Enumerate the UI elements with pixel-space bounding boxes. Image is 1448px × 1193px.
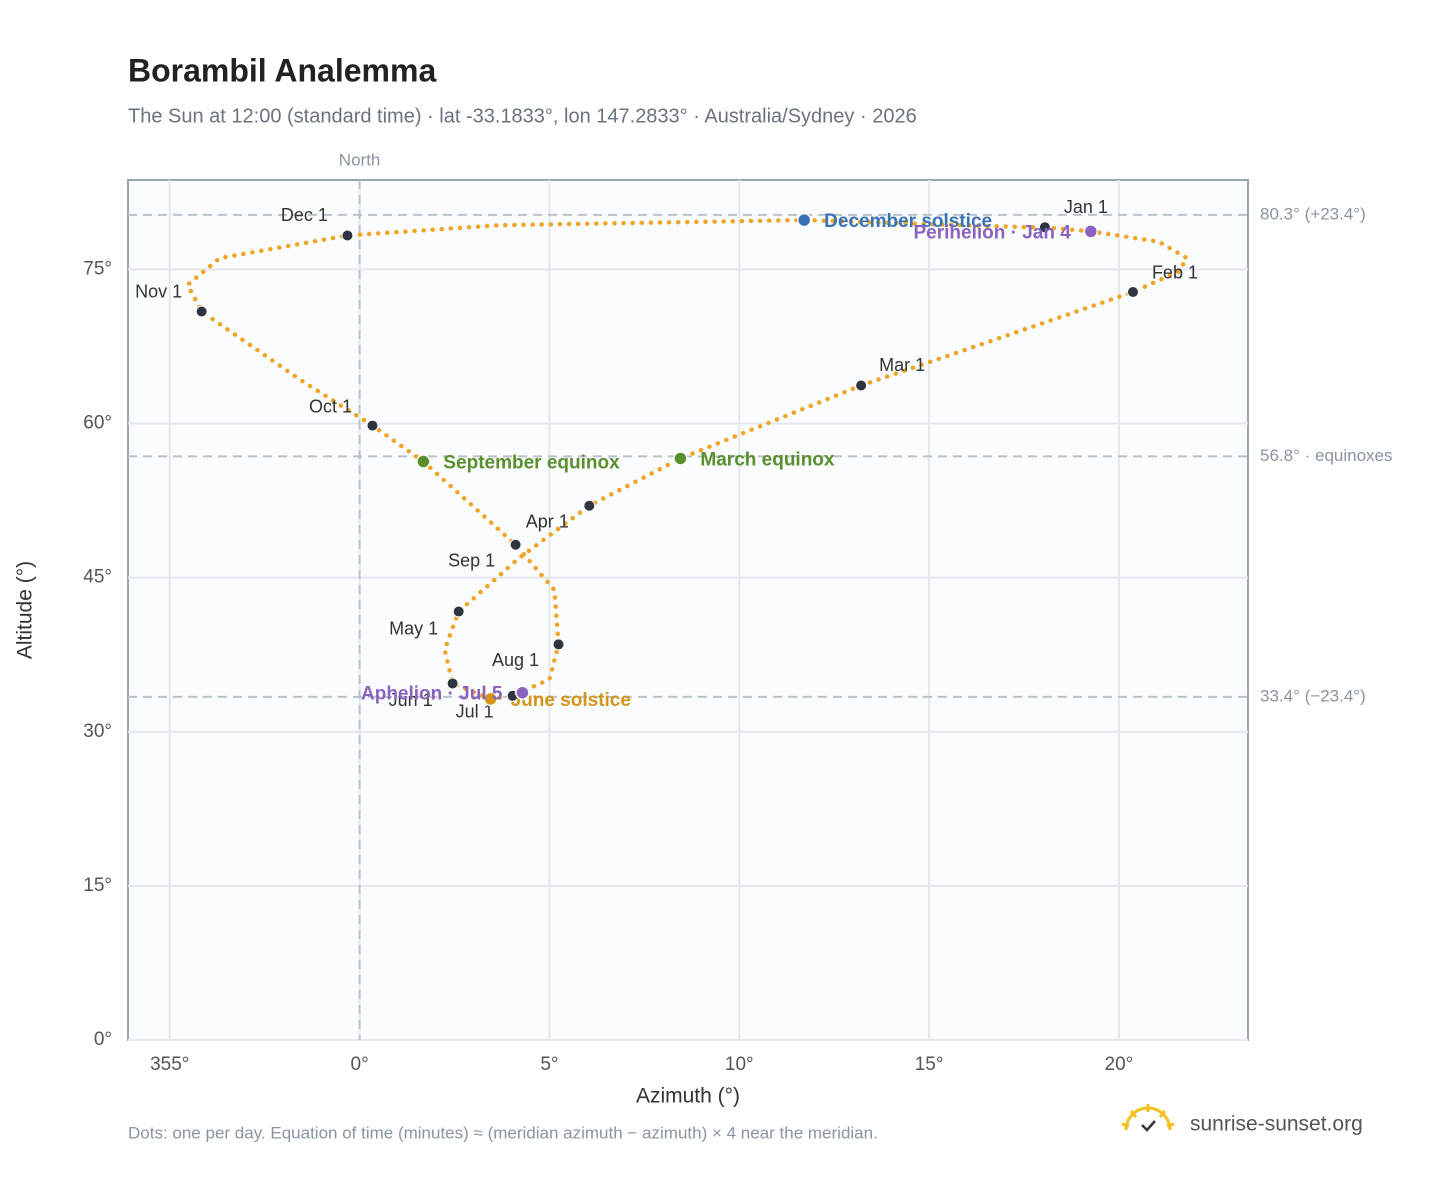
event-marker (416, 454, 431, 469)
month-marker (1038, 221, 1051, 234)
event-label: June solstice (511, 690, 631, 711)
footnote: Dots: one per day. Equation of time (min… (128, 1123, 878, 1142)
meridian-label: North (339, 150, 381, 169)
event-label: December solstice (824, 211, 992, 232)
month-label: Mar 1 (879, 355, 925, 375)
y-axis-label: Altitude (°) (14, 561, 37, 659)
brand: sunrise-sunset.org (1190, 1113, 1363, 1136)
y-tick-label: 45° (83, 567, 112, 588)
month-marker (446, 677, 459, 690)
month-label: Nov 1 (135, 281, 182, 301)
chart-subtitle: The Sun at 12:00 (standard time) · lat -… (128, 105, 917, 127)
month-marker (552, 638, 565, 651)
event-marker (483, 691, 498, 707)
event-label: September equinox (443, 453, 620, 474)
x-tick-label: 5° (540, 1054, 558, 1075)
event-label: Perihelion · Jan 4 (913, 222, 1071, 243)
month-marker (366, 419, 379, 432)
y-tick-label: 15° (83, 875, 112, 896)
month-marker (1126, 285, 1139, 298)
y-tick-label: 75° (83, 258, 112, 279)
x-tick-label: 10° (725, 1054, 754, 1075)
event-marker (515, 685, 530, 700)
x-tick-label: 355° (150, 1054, 189, 1075)
reference-label: 33.4° (−23.4°) (1260, 686, 1366, 705)
event-label: Aphelion · Jul 5 (361, 684, 503, 705)
x-axis-label: Azimuth (°) (636, 1085, 740, 1108)
month-label: Jul 1 (456, 702, 494, 722)
x-tick-label: 20° (1105, 1054, 1134, 1075)
month-label: Sep 1 (448, 551, 495, 571)
month-marker (341, 229, 354, 242)
month-marker (583, 499, 596, 512)
month-label: Jun 1 (389, 690, 433, 710)
month-marker (855, 379, 868, 392)
event-marker (796, 212, 812, 228)
month-label: Jan 1 (1064, 197, 1108, 217)
x-tick-label: 15° (915, 1054, 944, 1075)
chart-title: Borambil Analemma (128, 52, 436, 88)
y-tick-label: 60° (83, 413, 112, 434)
month-marker (195, 305, 208, 318)
brand-logo (1121, 1104, 1175, 1132)
reference-label: 56.8° · equinoxes (1260, 446, 1393, 465)
y-tick-label: 30° (83, 721, 112, 742)
month-marker (509, 538, 522, 551)
x-tick-label: 0° (351, 1054, 369, 1075)
event-marker (673, 451, 688, 466)
month-label: Feb 1 (1152, 263, 1198, 283)
reference-label: 80.3° (+23.4°) (1260, 204, 1366, 223)
y-tick-label: 0° (94, 1029, 112, 1050)
month-marker (452, 605, 465, 618)
plot-area (127, 179, 1249, 1041)
month-label: May 1 (389, 618, 438, 638)
event-label: March equinox (700, 449, 835, 470)
event-marker (1083, 224, 1099, 239)
month-label: Apr 1 (526, 511, 569, 531)
month-label: Oct 1 (309, 396, 352, 416)
month-label: Dec 1 (281, 205, 328, 225)
month-label: Aug 1 (492, 650, 539, 670)
